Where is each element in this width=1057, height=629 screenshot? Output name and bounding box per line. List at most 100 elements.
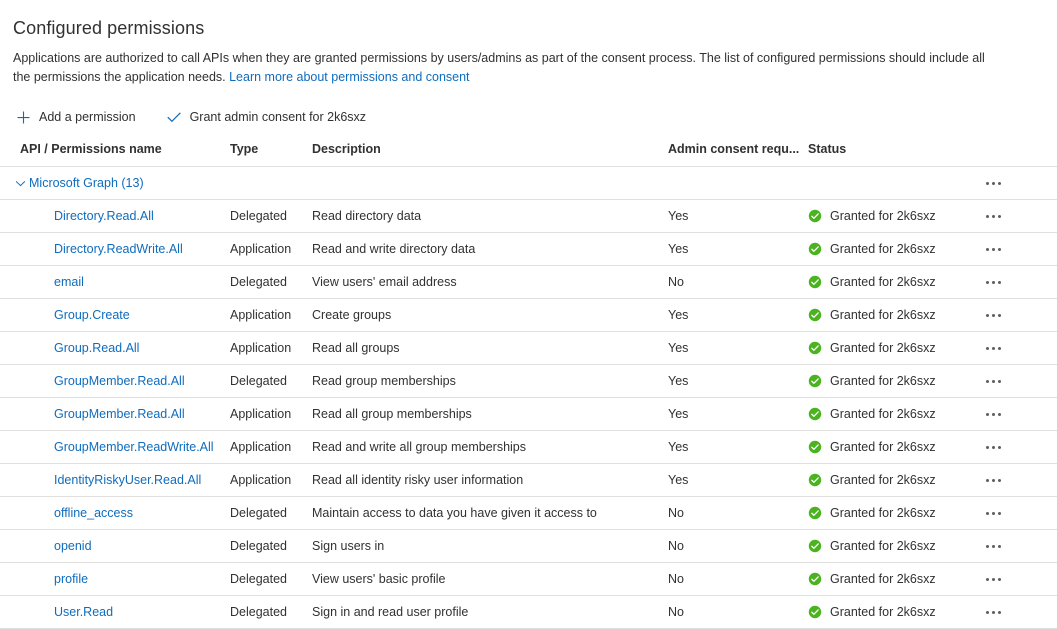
- success-check-circle-icon: [808, 275, 822, 289]
- permission-rows: Directory.Read.All Delegated Read director…: [0, 200, 1057, 629]
- admin-consent-required-cell: Yes: [668, 341, 689, 355]
- plus-icon: [15, 109, 31, 125]
- more-actions-icon[interactable]: [978, 501, 1008, 525]
- permission-description-cell: Create groups: [312, 308, 392, 322]
- table-row[interactable]: GroupMember.Read.All Delegated Read group …: [0, 365, 1057, 398]
- table-row[interactable]: Directory.ReadWrite.All Application Read a…: [0, 233, 1057, 266]
- table-row[interactable]: User.Read Delegated Sign in and read user …: [0, 596, 1057, 629]
- success-check-circle-icon: [808, 440, 822, 454]
- status-cell: Granted for 2k6sxz: [808, 530, 936, 562]
- success-check-circle-icon: [808, 605, 822, 619]
- permission-type-cell: Delegated: [230, 374, 287, 388]
- more-actions-icon[interactable]: [978, 270, 1008, 294]
- admin-consent-required-cell: No: [668, 605, 684, 619]
- success-check-circle-icon: [808, 341, 822, 355]
- table-row[interactable]: profile Delegated View users' basic profil…: [0, 563, 1057, 596]
- table-row[interactable]: offline_access Delegated Maintain access t…: [0, 497, 1057, 530]
- status-label: Granted for 2k6sxz: [830, 473, 936, 487]
- more-actions-icon[interactable]: [978, 468, 1008, 492]
- permission-description-cell: Maintain access to data you have given i…: [312, 506, 597, 520]
- table-row[interactable]: Group.Read.All Application Read all groups…: [0, 332, 1057, 365]
- permission-name-link[interactable]: User.Read: [54, 605, 114, 619]
- table-row[interactable]: email Delegated View users' email address N…: [0, 266, 1057, 299]
- column-header-type[interactable]: Type: [230, 142, 259, 156]
- permission-name-cell: GroupMember.Read.All: [54, 365, 185, 397]
- permission-name-link[interactable]: Directory.ReadWrite.All: [54, 242, 183, 256]
- chevron-down-icon[interactable]: [13, 176, 27, 190]
- status-label: Granted for 2k6sxz: [830, 539, 936, 553]
- permission-name-cell: offline_access: [54, 497, 133, 529]
- status-cell: Granted for 2k6sxz: [808, 497, 936, 529]
- permission-name-link[interactable]: offline_access: [54, 506, 133, 520]
- column-header-description[interactable]: Description: [312, 142, 381, 156]
- permission-name-link[interactable]: email: [54, 275, 84, 289]
- table-row[interactable]: GroupMember.Read.All Application Read all …: [0, 398, 1057, 431]
- column-header-name[interactable]: API / Permissions name: [20, 142, 162, 156]
- permission-description-cell: Sign in and read user profile: [312, 605, 469, 619]
- more-actions-icon[interactable]: [978, 435, 1008, 459]
- add-permission-button[interactable]: Add a permission: [13, 106, 138, 128]
- admin-consent-required-cell: No: [668, 539, 684, 553]
- api-group-row[interactable]: Microsoft Graph (13): [0, 167, 1057, 200]
- row-more-actions-cell: [978, 464, 1008, 496]
- permission-description-cell: View users' email address: [312, 275, 457, 289]
- permission-name-link[interactable]: Group.Create: [54, 308, 130, 322]
- more-actions-icon[interactable]: [978, 567, 1008, 591]
- permission-name-link[interactable]: IdentityRiskyUser.Read.All: [54, 473, 202, 487]
- row-more-actions-cell: [978, 530, 1008, 562]
- admin-consent-required-cell: Yes: [668, 473, 689, 487]
- permission-name-link[interactable]: Directory.Read.All: [54, 209, 154, 223]
- admin-consent-required-cell: Yes: [668, 374, 689, 388]
- more-actions-icon[interactable]: [978, 171, 1008, 195]
- more-actions-icon[interactable]: [978, 369, 1008, 393]
- permission-name-link[interactable]: GroupMember.ReadWrite.All: [54, 440, 214, 454]
- table-header-row: API / Permissions name Type Description …: [0, 140, 1057, 167]
- admin-consent-required-cell: Yes: [668, 308, 689, 322]
- column-header-status[interactable]: Status: [808, 142, 847, 156]
- description-text: Applications are authorized to call APIs…: [13, 51, 985, 84]
- admin-consent-required-cell: No: [668, 572, 684, 586]
- permission-description-cell: Read all identity risky user information: [312, 473, 524, 487]
- success-check-circle-icon: [808, 209, 822, 223]
- api-group-link[interactable]: Microsoft Graph (13): [29, 176, 144, 190]
- permission-description-cell: View users' basic profile: [312, 572, 446, 586]
- status-cell: Granted for 2k6sxz: [808, 431, 936, 463]
- permission-type-cell: Delegated: [230, 539, 287, 553]
- more-actions-icon[interactable]: [978, 204, 1008, 228]
- success-check-circle-icon: [808, 374, 822, 388]
- table-row[interactable]: IdentityRiskyUser.Read.All Application Rea…: [0, 464, 1057, 497]
- permission-name-link[interactable]: GroupMember.Read.All: [54, 374, 185, 388]
- table-row[interactable]: openid Delegated Sign users in No Granted fo…: [0, 530, 1057, 563]
- learn-more-link[interactable]: Learn more about permissions and consent: [229, 70, 470, 84]
- permission-name-link[interactable]: GroupMember.Read.All: [54, 407, 185, 421]
- table-row[interactable]: Directory.Read.All Delegated Read director…: [0, 200, 1057, 233]
- section-description: Applications are authorized to call APIs…: [13, 49, 1003, 87]
- permission-name-cell: Group.Read.All: [54, 332, 139, 364]
- table-row[interactable]: Group.Create Application Create groups Yes G…: [0, 299, 1057, 332]
- grant-admin-consent-button[interactable]: Grant admin consent for 2k6sxz: [164, 106, 368, 128]
- status-label: Granted for 2k6sxz: [830, 308, 936, 322]
- success-check-circle-icon: [808, 506, 822, 520]
- status-label: Granted for 2k6sxz: [830, 242, 936, 256]
- permission-name-cell: email: [54, 266, 84, 298]
- permission-name-link[interactable]: openid: [54, 539, 92, 553]
- status-cell: Granted for 2k6sxz: [808, 365, 936, 397]
- permission-type-cell: Delegated: [230, 506, 287, 520]
- more-actions-icon[interactable]: [978, 336, 1008, 360]
- row-more-actions-cell: [978, 299, 1008, 331]
- permission-name-cell: profile: [54, 563, 88, 595]
- status-label: Granted for 2k6sxz: [830, 374, 936, 388]
- more-actions-icon[interactable]: [978, 303, 1008, 327]
- permission-name-link[interactable]: profile: [54, 572, 89, 586]
- more-actions-icon[interactable]: [978, 600, 1008, 624]
- column-header-admin-consent[interactable]: Admin consent requ...: [668, 142, 800, 156]
- permission-description-cell: Read directory data: [312, 209, 422, 223]
- table-row[interactable]: GroupMember.ReadWrite.All Application Read…: [0, 431, 1057, 464]
- status-cell: Granted for 2k6sxz: [808, 596, 936, 628]
- more-actions-icon[interactable]: [978, 534, 1008, 558]
- more-actions-icon[interactable]: [978, 237, 1008, 261]
- more-actions-icon[interactable]: [978, 402, 1008, 426]
- status-label: Granted for 2k6sxz: [830, 440, 936, 454]
- permission-name-link[interactable]: Group.Read.All: [54, 341, 140, 355]
- row-more-actions-cell: [978, 431, 1008, 463]
